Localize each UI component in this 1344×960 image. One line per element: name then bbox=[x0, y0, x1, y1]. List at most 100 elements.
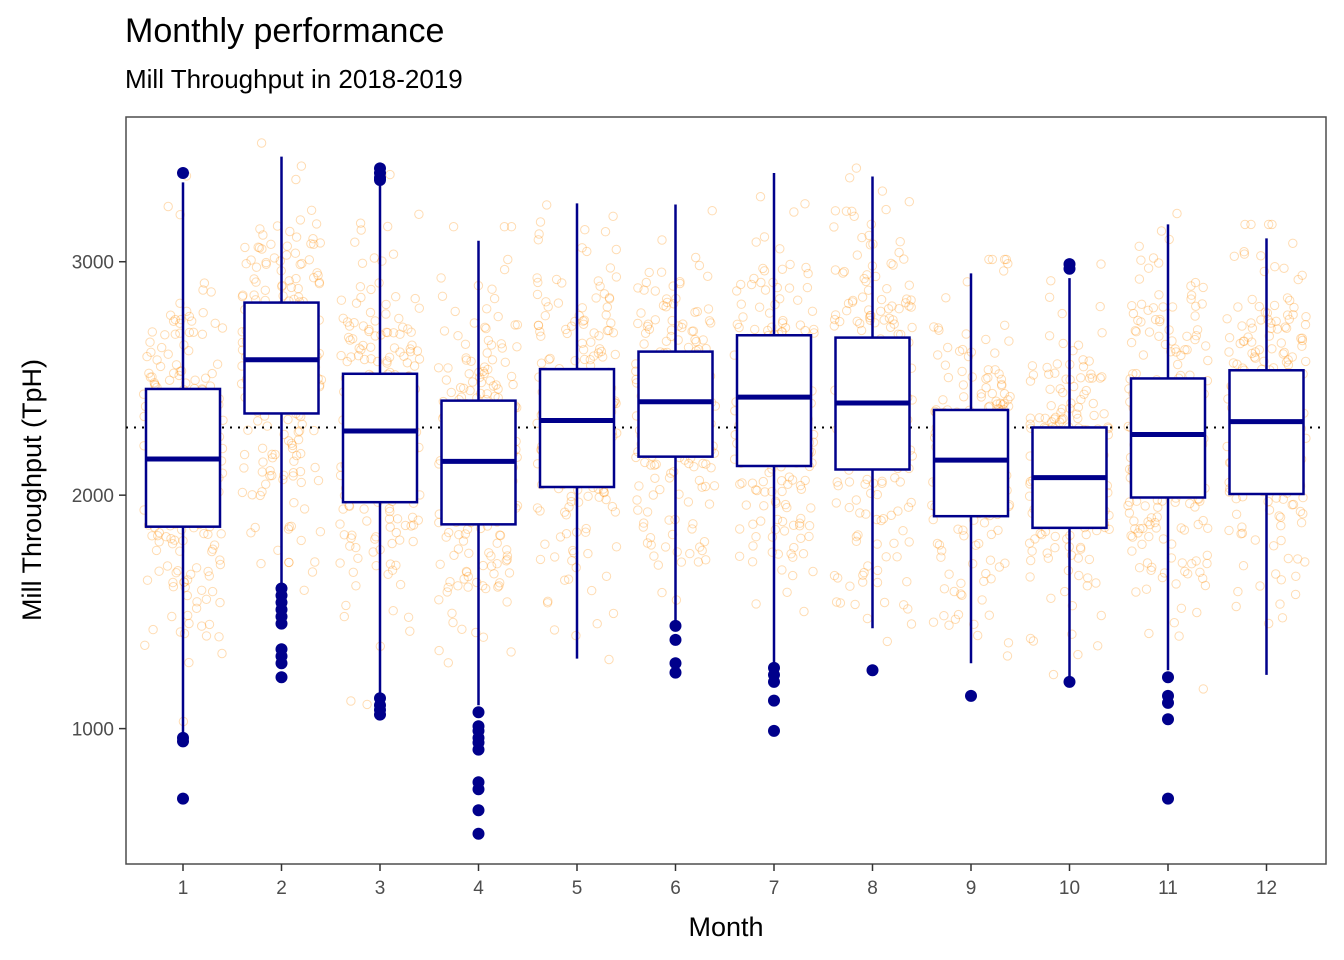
jitter-point bbox=[215, 555, 225, 565]
jitter-point bbox=[1084, 554, 1095, 565]
jitter-point bbox=[981, 568, 991, 579]
jitter-point bbox=[1052, 359, 1063, 369]
jitter-point bbox=[787, 475, 798, 485]
jitter-point bbox=[796, 513, 806, 524]
jitter-point bbox=[394, 313, 404, 324]
jitter-point bbox=[472, 577, 482, 588]
jitter-point bbox=[540, 311, 550, 321]
jitter-point bbox=[199, 528, 209, 539]
jitter-point bbox=[237, 487, 248, 498]
jitter-point bbox=[1074, 570, 1084, 581]
jitter-point bbox=[284, 557, 294, 568]
jitter-point bbox=[944, 569, 954, 579]
jitter-point bbox=[444, 527, 454, 538]
jitter-point bbox=[372, 356, 383, 367]
jitter-point bbox=[142, 351, 152, 362]
jitter-point bbox=[285, 226, 295, 237]
x-tick-label: 7 bbox=[769, 878, 780, 899]
jitter-point bbox=[345, 335, 355, 345]
jitter-point bbox=[578, 319, 589, 329]
jitter-point bbox=[604, 325, 614, 336]
jitter-point bbox=[566, 496, 576, 507]
jitter-point bbox=[157, 342, 167, 353]
jitter-point bbox=[466, 356, 476, 366]
x-tick-label: 12 bbox=[1256, 878, 1277, 899]
jitter-point bbox=[293, 427, 303, 437]
jitter-point bbox=[651, 459, 661, 469]
jitter-point bbox=[382, 356, 392, 366]
jitter-point bbox=[694, 260, 705, 271]
jitter-point bbox=[461, 355, 472, 365]
jitter-point bbox=[1283, 355, 1293, 365]
jitter-point bbox=[203, 529, 213, 539]
jitter-point bbox=[1049, 414, 1060, 424]
jitter-point bbox=[160, 330, 170, 340]
jitter-point bbox=[506, 222, 517, 232]
jitter-point bbox=[605, 263, 616, 273]
jitter-point bbox=[735, 479, 745, 489]
box-month-2 bbox=[243, 156, 320, 684]
jitter-point bbox=[646, 460, 656, 470]
jitter-point bbox=[1170, 344, 1180, 354]
jitter-point bbox=[593, 348, 604, 358]
jitter-point bbox=[560, 507, 570, 517]
outlier-point bbox=[669, 657, 682, 670]
jitter-point bbox=[364, 324, 374, 335]
jitter-point bbox=[544, 354, 554, 365]
jitter-point bbox=[168, 582, 179, 592]
jitter-point bbox=[291, 232, 302, 242]
jitter-point bbox=[1083, 573, 1093, 583]
jitter-point bbox=[587, 585, 597, 596]
jitter-point bbox=[985, 555, 996, 565]
jitter-point bbox=[1231, 601, 1241, 612]
jitter-point bbox=[602, 302, 612, 312]
jitter-point bbox=[246, 255, 256, 265]
jitter-point bbox=[1143, 305, 1153, 315]
jitter-point bbox=[441, 375, 452, 385]
jitter-point bbox=[512, 320, 523, 330]
jitter-point bbox=[1278, 349, 1288, 359]
jitter-point bbox=[879, 315, 889, 325]
jitter-point bbox=[984, 610, 994, 620]
jitter-point bbox=[861, 276, 871, 287]
jitter-point bbox=[944, 620, 954, 630]
jitter-point bbox=[653, 560, 663, 570]
x-tick-label: 1 bbox=[178, 878, 189, 899]
jitter-point bbox=[441, 532, 451, 542]
outlier-point bbox=[669, 666, 682, 679]
jitter-point bbox=[439, 326, 450, 336]
box-month-1 bbox=[144, 167, 222, 805]
jitter-point bbox=[691, 252, 701, 263]
box-month-9 bbox=[932, 273, 1010, 702]
jitter-point bbox=[1171, 347, 1181, 357]
jitter-point bbox=[999, 254, 1010, 265]
jitter-point bbox=[1190, 277, 1201, 288]
jitter-point bbox=[934, 540, 945, 550]
jitter-point bbox=[1284, 314, 1295, 324]
jitter-point bbox=[1147, 562, 1157, 572]
jitter-point bbox=[403, 324, 413, 334]
jitter-point bbox=[532, 503, 543, 513]
jitter-point bbox=[1003, 395, 1013, 405]
jitter-point bbox=[162, 561, 173, 571]
jitter-point bbox=[154, 537, 164, 547]
jitter-point bbox=[481, 323, 491, 334]
jitter-point bbox=[997, 381, 1007, 391]
jitter-point bbox=[688, 519, 698, 529]
jitter-point bbox=[408, 536, 418, 547]
jitter-point bbox=[689, 462, 699, 472]
jitter-point bbox=[1247, 348, 1257, 359]
jitter-point bbox=[184, 657, 194, 668]
jitter-point bbox=[899, 254, 909, 264]
jitter-point bbox=[851, 536, 862, 546]
jitter-point bbox=[239, 449, 250, 460]
jitter-point bbox=[188, 327, 199, 337]
jitter-point bbox=[1130, 326, 1141, 336]
jitter-point bbox=[737, 478, 747, 488]
jitter-point bbox=[346, 696, 356, 706]
jitter-point bbox=[261, 259, 271, 269]
jitter-point bbox=[804, 521, 815, 531]
jitter-point bbox=[377, 256, 387, 266]
jitter-point bbox=[669, 467, 679, 477]
